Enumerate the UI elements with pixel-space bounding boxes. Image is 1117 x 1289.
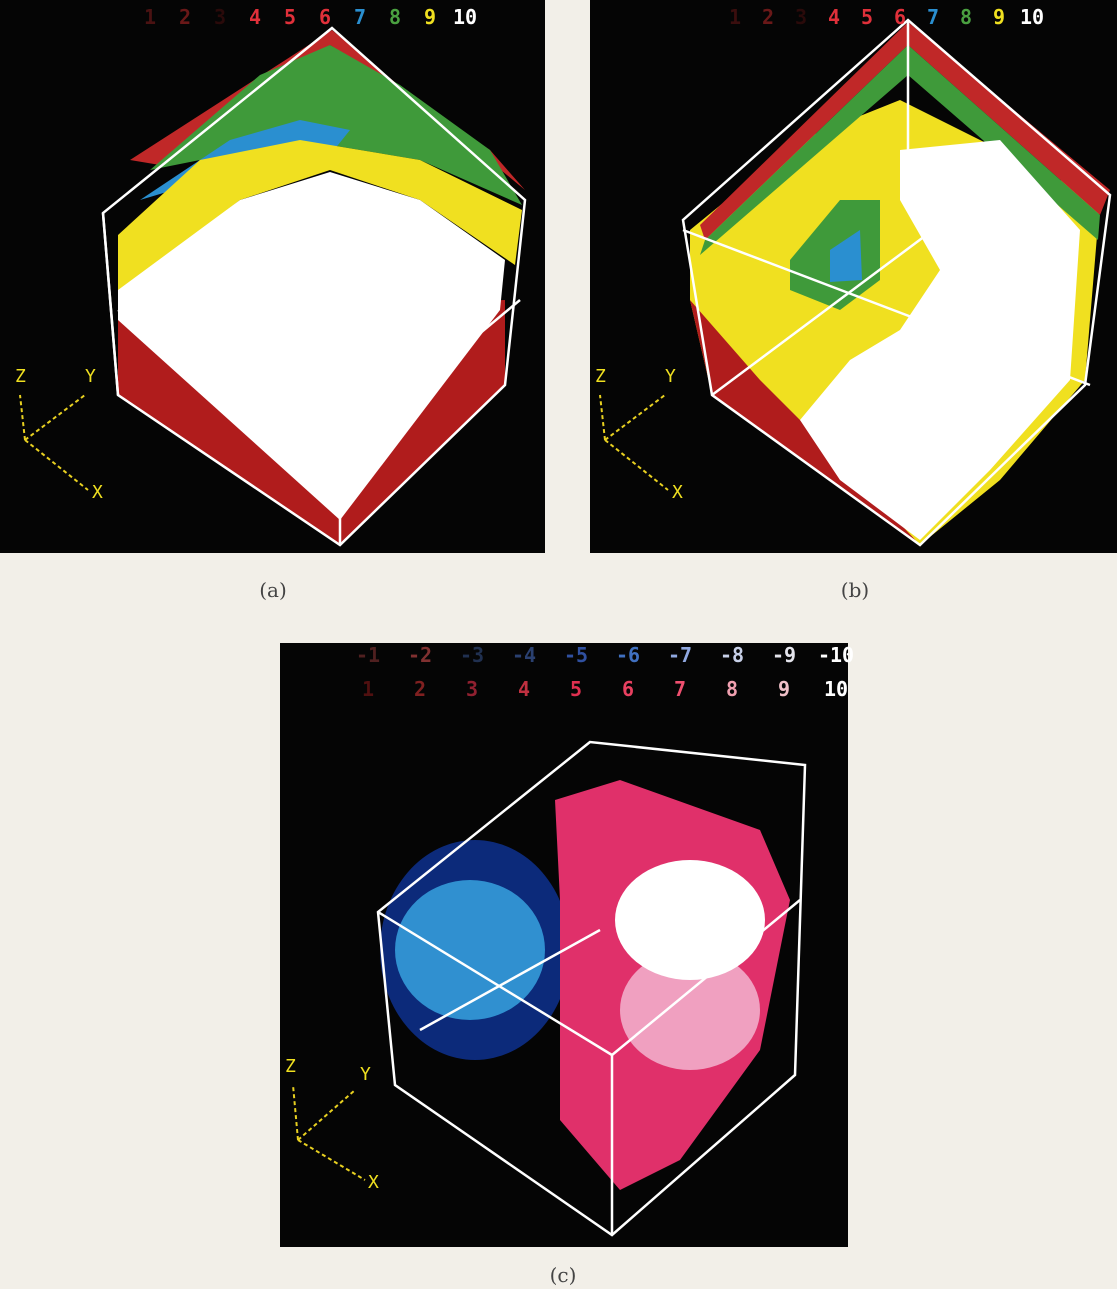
legend-entry: -3 [460,643,484,667]
legend-entry: 6 [622,677,634,701]
legend-entry: 5 [284,5,296,29]
legend-entry: 4 [249,5,261,29]
axis-indicator [599,394,669,491]
legend-entry: 7 [674,677,686,701]
region [620,950,760,1070]
legend-entry: 8 [389,5,401,29]
legend-entry: -5 [564,643,588,667]
legend-entry: 8 [726,677,738,701]
legend-entry: 2 [179,5,191,29]
legend-entry: -2 [408,643,432,667]
axis-label: Y [360,1064,371,1085]
legend-entry: 9 [424,5,436,29]
panel-label: (a) [259,578,287,602]
region [615,860,765,980]
cube-frame [681,18,1112,547]
legend-entry: -9 [772,643,796,667]
axis-label: X [92,482,103,503]
legend-entry: 10 [824,677,848,701]
cube-frame [101,26,527,547]
legend-entry: 1 [729,5,741,29]
axis-label: Y [665,366,676,387]
panel-c [280,643,848,1247]
legend-entry: 9 [993,5,1005,29]
legend-entry: 4 [828,5,840,29]
legend-entry: 7 [927,5,939,29]
region [130,30,525,190]
legend-entry: 3 [214,5,226,29]
legend-entry: 4 [518,677,530,701]
axis-label: Z [285,1056,296,1077]
legend-entry: 6 [319,5,331,29]
legend-entry: 9 [778,677,790,701]
legend-entry: -10 [818,643,854,667]
legend-entry: -4 [512,643,536,667]
region [700,45,1100,255]
axis-label: X [368,1172,379,1193]
cube-frame [376,740,807,1237]
region [800,140,1080,540]
legend-entry: 8 [960,5,972,29]
axis-label: Z [595,366,606,387]
legend-entry: 5 [570,677,582,701]
axis-indicator [292,1084,366,1181]
panel-label: (c) [550,1263,577,1287]
legend-entry: 2 [762,5,774,29]
legend-entry: 5 [861,5,873,29]
legend-entry: -8 [720,643,744,667]
axis-label: X [672,482,683,503]
legend-entry: 2 [414,677,426,701]
panel-b [590,0,1117,553]
panel-a [0,0,545,553]
region [118,172,505,520]
legend-entry: 3 [466,677,478,701]
legend-entry: 1 [144,5,156,29]
legend-entry: 10 [1020,5,1044,29]
legend-entry: -6 [616,643,640,667]
legend-entry: 6 [894,5,906,29]
legend-entry: -7 [668,643,692,667]
region [395,880,545,1020]
axis-label: Y [85,366,96,387]
axis-label: Z [15,366,26,387]
region [700,22,1110,240]
legend-entry: -1 [356,643,380,667]
legend-entry: 10 [453,5,477,29]
legend-entry: 3 [795,5,807,29]
region [118,140,522,295]
legend-entry: 1 [362,677,374,701]
panel-label: (b) [841,578,869,602]
region [830,230,862,282]
legend-entry: 7 [354,5,366,29]
axis-indicator [19,394,89,491]
region [150,45,522,205]
